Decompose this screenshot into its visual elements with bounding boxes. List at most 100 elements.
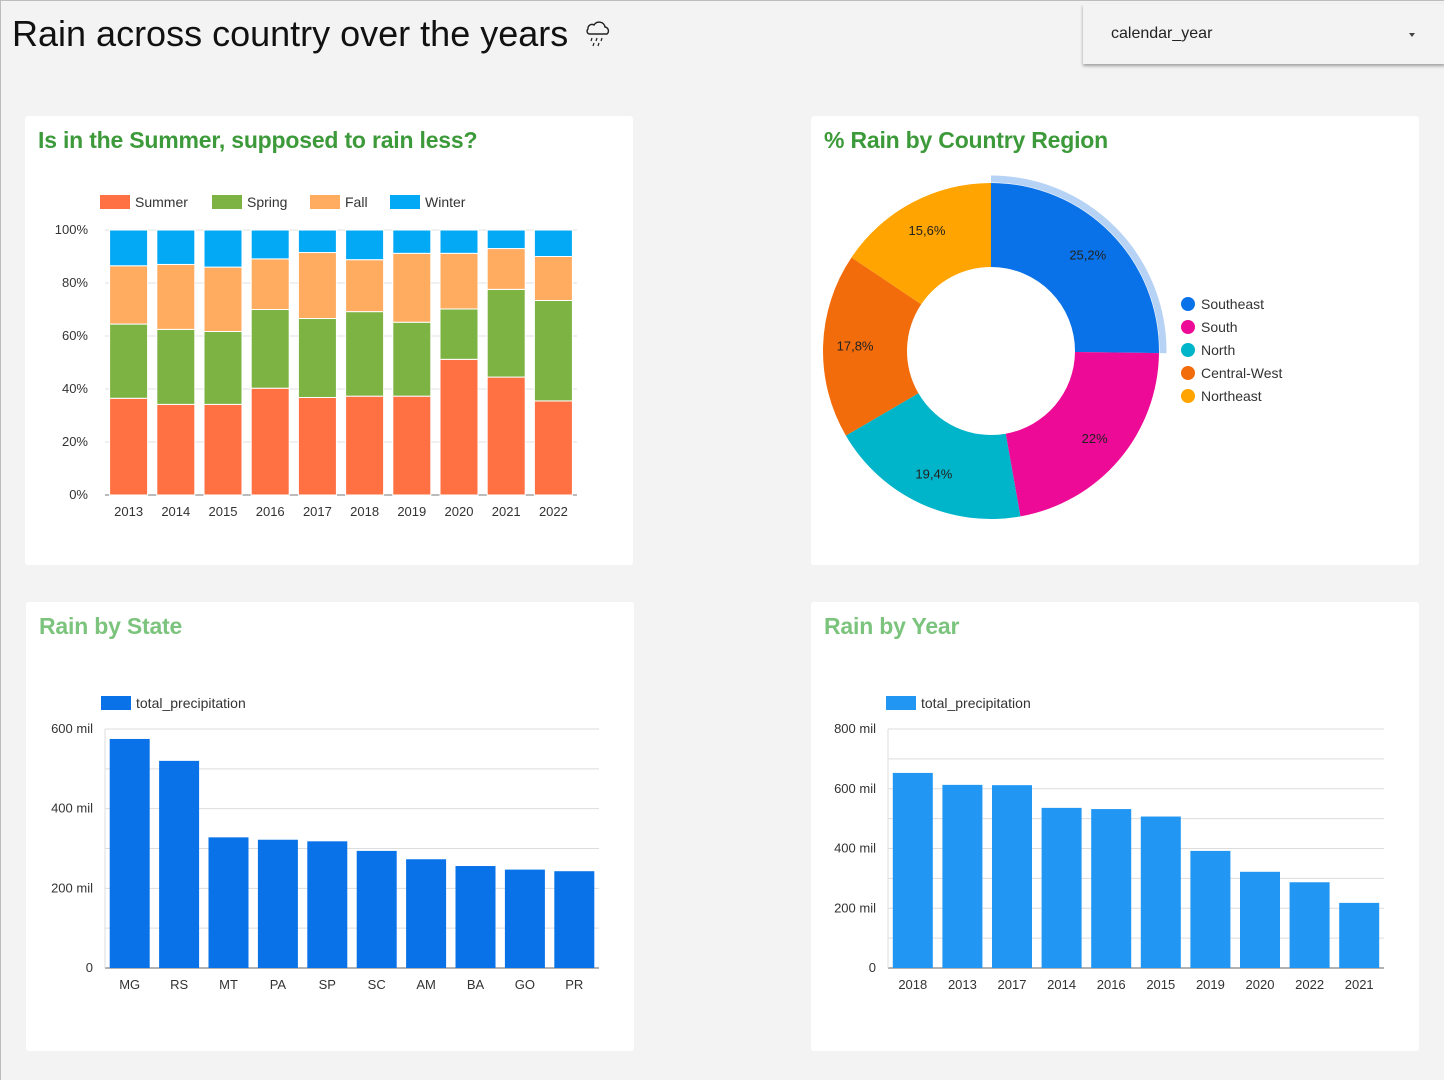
bar-GO[interactable] bbox=[504, 869, 545, 968]
legend-dot-north[interactable] bbox=[1181, 343, 1195, 357]
legend-label-summer[interactable]: Summer bbox=[135, 194, 188, 210]
legend-label-fall[interactable]: Fall bbox=[345, 194, 368, 210]
bar-2013[interactable] bbox=[942, 784, 983, 968]
legend-dot-south[interactable] bbox=[1181, 320, 1195, 334]
bar-fall-2015[interactable] bbox=[203, 266, 243, 332]
legend-swatch-states[interactable] bbox=[101, 696, 131, 710]
slice-north[interactable] bbox=[845, 393, 1021, 519]
x-tick-label: MG bbox=[119, 977, 140, 992]
bar-summer-2014[interactable] bbox=[156, 403, 196, 496]
bar-winter-2017[interactable] bbox=[297, 229, 337, 254]
legend-dot-southeast[interactable] bbox=[1181, 297, 1195, 311]
legend-label-central-west[interactable]: Central-West bbox=[1201, 365, 1283, 381]
x-tick-label: 2015 bbox=[1146, 977, 1175, 992]
bar-spring-2013[interactable] bbox=[109, 323, 149, 399]
bar-BA[interactable] bbox=[455, 866, 496, 968]
bar-summer-2013[interactable] bbox=[109, 397, 149, 496]
legend-swatch-spring[interactable] bbox=[212, 195, 242, 209]
bar-spring-2019[interactable] bbox=[392, 321, 432, 397]
bar-summer-2022[interactable] bbox=[533, 400, 573, 496]
bar-PR[interactable] bbox=[554, 871, 595, 968]
bar-2015[interactable] bbox=[1140, 816, 1181, 968]
bar-spring-2021[interactable] bbox=[486, 288, 526, 378]
bar-winter-2019[interactable] bbox=[392, 229, 432, 254]
legend-dot-central-west[interactable] bbox=[1181, 366, 1195, 380]
bar-2014[interactable] bbox=[1041, 807, 1082, 968]
legend-label-states[interactable]: total_precipitation bbox=[136, 695, 246, 711]
bar-fall-2020[interactable] bbox=[439, 252, 479, 310]
bar-winter-2018[interactable] bbox=[345, 229, 385, 261]
bar-winter-2021[interactable] bbox=[486, 229, 526, 250]
bar-winter-2022[interactable] bbox=[533, 229, 573, 257]
bar-2019[interactable] bbox=[1190, 850, 1231, 968]
legend-swatch-winter[interactable] bbox=[390, 195, 420, 209]
legend-label-southeast[interactable]: Southeast bbox=[1201, 296, 1264, 312]
legend-swatch-summer[interactable] bbox=[100, 195, 130, 209]
states-chart-title: Rain by State bbox=[39, 613, 183, 639]
legend-label-winter[interactable]: Winter bbox=[425, 194, 466, 210]
bar-fall-2014[interactable] bbox=[156, 263, 196, 330]
bar-AM[interactable] bbox=[406, 859, 447, 968]
calendar-year-filter[interactable]: calendar_year bbox=[1083, 4, 1444, 64]
bar-RS[interactable] bbox=[159, 760, 200, 968]
bar-SC[interactable] bbox=[356, 850, 397, 968]
bar-fall-2022[interactable] bbox=[533, 256, 573, 301]
bar-summer-2019[interactable] bbox=[392, 395, 432, 496]
bar-spring-2016[interactable] bbox=[250, 309, 290, 389]
bar-fall-2021[interactable] bbox=[486, 248, 526, 290]
bar-winter-2020[interactable] bbox=[439, 229, 479, 254]
y-tick-label: 600 mil bbox=[51, 721, 93, 736]
bar-fall-2016[interactable] bbox=[250, 258, 290, 310]
bar-2022[interactable] bbox=[1289, 882, 1330, 968]
bar-winter-2016[interactable] bbox=[250, 229, 290, 260]
bar-spring-2018[interactable] bbox=[345, 311, 385, 397]
bar-MG[interactable] bbox=[109, 738, 150, 968]
bar-winter-2013[interactable] bbox=[109, 229, 149, 267]
x-tick-label: 2018 bbox=[350, 504, 379, 519]
legend-label-years[interactable]: total_precipitation bbox=[921, 695, 1031, 711]
bar-fall-2017[interactable] bbox=[297, 252, 337, 320]
legend-label-south[interactable]: South bbox=[1201, 319, 1238, 335]
states-card: Rain by State total_precipitation 0 200 mi… bbox=[26, 602, 634, 1051]
bar-MT[interactable] bbox=[208, 837, 249, 968]
bar-2017[interactable] bbox=[992, 785, 1032, 968]
bar-fall-2018[interactable] bbox=[345, 259, 385, 313]
x-tick-label: 2021 bbox=[1345, 977, 1374, 992]
slice-central-west[interactable] bbox=[823, 257, 922, 436]
bar-2020[interactable] bbox=[1240, 871, 1280, 968]
x-tick-label: 2016 bbox=[1097, 977, 1126, 992]
slice-northeast[interactable] bbox=[851, 183, 991, 305]
bar-PA[interactable] bbox=[257, 839, 298, 968]
bar-fall-2013[interactable] bbox=[109, 265, 149, 325]
chevron-down-icon[interactable] bbox=[1409, 33, 1415, 37]
legend-label-northeast[interactable]: Northeast bbox=[1201, 388, 1262, 404]
bar-spring-2017[interactable] bbox=[297, 318, 337, 398]
slice-southeast[interactable] bbox=[991, 183, 1159, 354]
bar-summer-2020[interactable] bbox=[439, 358, 479, 496]
bar-summer-2015[interactable] bbox=[203, 403, 243, 496]
bar-summer-2021[interactable] bbox=[486, 376, 526, 496]
legend-label-spring[interactable]: Spring bbox=[247, 194, 287, 210]
slice-south[interactable] bbox=[1005, 352, 1159, 517]
bar-winter-2015[interactable] bbox=[203, 229, 243, 268]
bar-spring-2014[interactable] bbox=[156, 328, 196, 405]
bar-spring-2020[interactable] bbox=[439, 308, 479, 360]
bar-winter-2014[interactable] bbox=[156, 229, 196, 265]
legend-label-north[interactable]: North bbox=[1201, 342, 1235, 358]
y-tick-label: 0% bbox=[69, 487, 88, 502]
states-chart: total_precipitation 0 200 mil 400 mil 600 mi… bbox=[51, 695, 599, 992]
legend-dot-northeast[interactable] bbox=[1181, 389, 1195, 403]
bar-spring-2015[interactable] bbox=[203, 330, 243, 405]
bar-2016[interactable] bbox=[1091, 809, 1132, 968]
bar-2018[interactable] bbox=[892, 772, 933, 968]
bar-SP[interactable] bbox=[307, 841, 348, 968]
bar-spring-2022[interactable] bbox=[533, 299, 573, 402]
bar-fall-2019[interactable] bbox=[392, 252, 432, 323]
bar-summer-2018[interactable] bbox=[345, 395, 385, 496]
y-tick-label: 0 bbox=[86, 960, 93, 975]
legend-swatch-fall[interactable] bbox=[310, 195, 340, 209]
legend-swatch-years[interactable] bbox=[886, 696, 916, 710]
bar-summer-2017[interactable] bbox=[297, 396, 337, 496]
bar-summer-2016[interactable] bbox=[250, 387, 290, 496]
bar-2021[interactable] bbox=[1339, 902, 1380, 968]
